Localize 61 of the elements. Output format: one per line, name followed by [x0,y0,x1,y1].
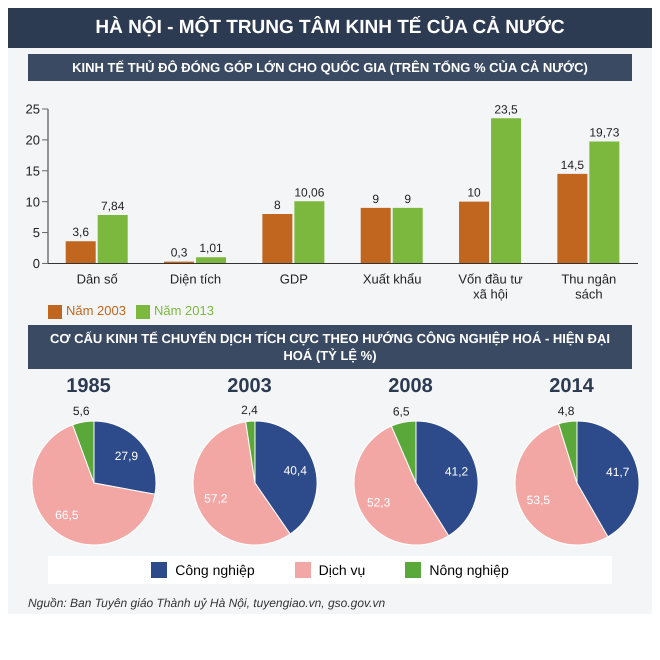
chart-title: 2003 [226,375,273,398]
chart-title: 2008 [387,375,434,398]
data-label: 40,4 [283,463,307,478]
data-label: 9 [404,192,412,206]
data-label: 7,84 [101,199,125,214]
data-label: 6,5 [392,404,410,419]
y-tick-label: 15 [26,163,40,178]
bar [98,215,128,264]
bar [360,208,391,264]
data-label: 14,5 [560,158,584,172]
data-label: 23,5 [494,102,518,116]
x-tick-label: Dân số [76,271,118,286]
data-label: 9 [372,192,380,206]
legend-label: Công nghiệp [175,562,255,578]
text: Nguồn: Ban Tuyên giáo Thành uỷ Hà Nội, tuyengiao.vn, gso.gov.vn [27,595,386,612]
data-label: 1,01 [199,241,224,256]
chart-title: 1985 [65,375,112,398]
legend-label: Dịch vụ [318,562,366,578]
x-tick-label: GDP [280,271,308,286]
y-tick-label: 5 [32,225,40,240]
data-label: 2,4 [240,403,258,418]
chart-title: 2014 [548,375,595,398]
bar [262,214,292,264]
legend-label: Năm 2003 [66,303,126,318]
bar [557,174,588,264]
data-label: 41,2 [444,464,468,478]
x-tick-label: Thu ngân sách [561,271,616,302]
x-tick-label: Diện tích [170,271,222,286]
bar [491,118,522,264]
bar [589,142,620,264]
data-label: 0,3 [170,246,188,260]
y-tick-label: 20 [26,132,40,148]
data-label: 53,5 [526,492,550,507]
data-label: 27,9 [114,449,138,464]
bar [294,201,324,264]
legend-label: Năm 2013 [154,303,214,318]
y-tick-label: 25 [26,102,40,117]
chart-subtitle: KINH TẾ THỦ ĐÔ ĐÓNG GÓP LỚN CHO QUỐC GIA (TRÊN TỔNG % CỦA CẢ NƯỚC) [28,54,632,81]
y-tick-label: 0 [32,256,40,272]
x-tick-label: Vốn đầu tư xã hội [458,271,523,302]
data-label: 19,73 [589,126,620,140]
bar [392,208,423,264]
pie-slice [31,424,155,546]
data-label: 5,6 [72,404,90,418]
data-label: 52,3 [366,495,390,510]
data-label: 10,06 [294,185,325,200]
data-label: 4,8 [557,404,574,418]
bar [66,241,96,264]
data-label: 66,5 [54,508,78,522]
legend-label: Nông nghiệp [429,562,509,578]
bar [459,202,490,264]
y-tick-label: 10 [26,194,40,210]
data-label: 57,2 [204,492,228,506]
chart-title: HÀ NỘI - MỘT TRUNG TÂM KINH TẾ CỦA CẢ NƯỚC [8,8,652,48]
data-label: 10 [467,186,482,200]
chart-subtitle: CƠ CẤU KINH TẾ CHUYỂN DỊCH TÍCH CỰC THEO HƯỚNG CÔNG NGHIỆP HOÁ - HIỆN ĐẠI HOÁ (TỶ LỆ %) [28,325,632,369]
bar [196,257,226,264]
data-label: 8 [274,198,282,212]
data-label: 3,6 [72,225,90,240]
x-tick-label: Xuất khẩu [362,271,422,286]
data-label: 41,7 [606,465,630,480]
